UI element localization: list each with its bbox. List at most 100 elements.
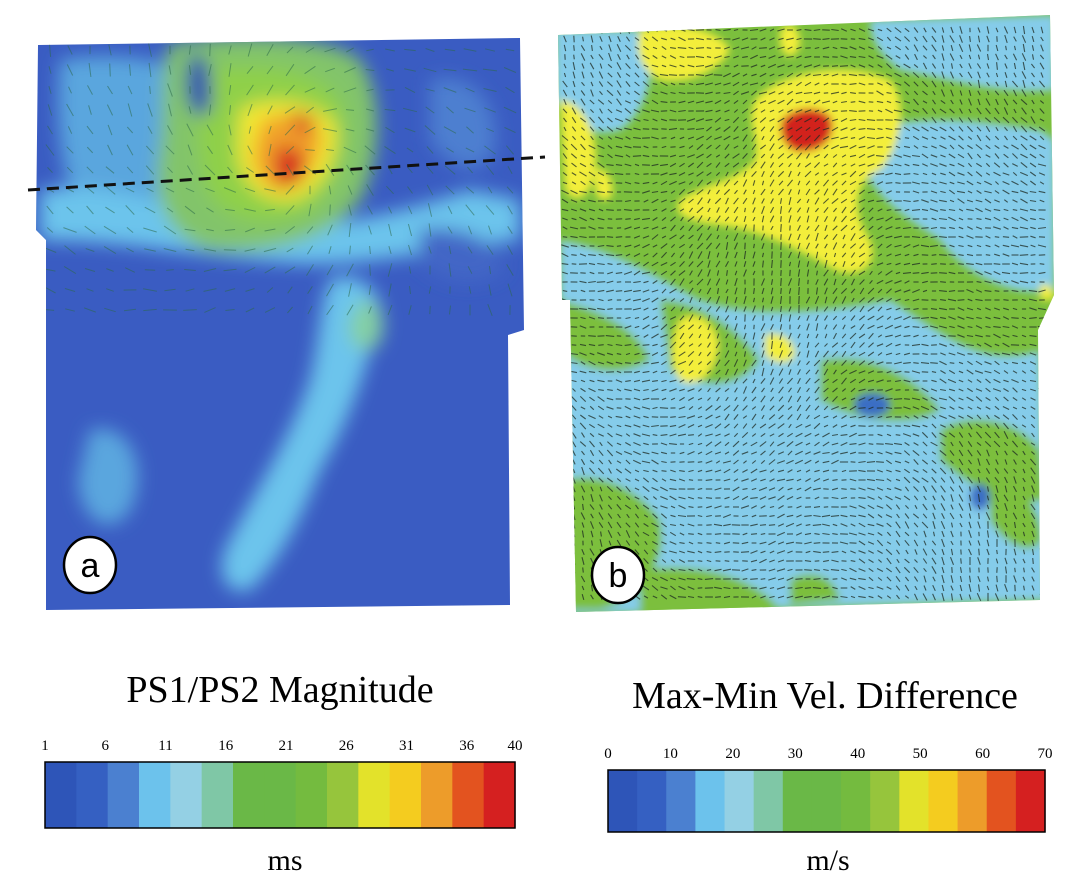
vector-tick [573,45,575,51]
vector-tick [949,486,955,492]
vector-tick [986,53,990,61]
vector-tick [859,297,865,303]
vector-tick [778,55,784,59]
vector-tick [814,162,820,168]
vector-tick [994,236,1000,238]
vector-tick [642,190,650,194]
vector-tick [886,297,892,303]
vector-tick [588,208,596,212]
vector-tick [677,360,687,366]
vector-tick [589,271,595,275]
vector-tick [660,243,668,249]
vector-tick [1012,209,1018,211]
vector-tick [651,136,659,140]
vector-tick [813,422,821,430]
vector-tick [895,566,901,574]
vector-tick [985,468,991,474]
vector-tick [444,165,456,175]
vector-tick [994,144,1000,150]
vector-tick [842,234,846,240]
vector-tick [265,165,275,175]
vector-tick [750,497,758,499]
vector-tick [679,251,685,259]
vector-tick [922,172,928,176]
vector-tick [841,172,847,176]
vector-tick [247,103,253,117]
vector-tick [328,185,332,195]
legend-b-swatch [811,770,842,832]
panel-b-label: b [609,557,628,595]
vector-tick [968,540,972,546]
vector-tick [365,69,375,71]
vector-tick [876,217,884,221]
vector-tick [912,163,920,167]
vector-tick [958,254,964,256]
vector-tick [805,188,811,196]
vector-tick [581,593,585,601]
vector-tick [689,379,693,383]
vector-tick [778,127,784,131]
vector-tick [404,48,416,52]
legend-a-swatch [452,762,485,828]
vector-tick [605,335,615,337]
vector-tick [1038,126,1046,132]
vector-tick [143,308,157,312]
vector-tick [761,414,765,420]
vector-tick [686,118,696,122]
vector-tick [885,407,893,409]
vector-tick [1029,458,1037,466]
vector-tick [886,557,892,565]
vector-tick [985,125,991,133]
vector-tick [848,532,858,536]
vector-tick [803,91,813,95]
legend-b-swatch [724,770,755,832]
vector-tick [1040,539,1044,547]
vector-tick [616,486,622,492]
vector-tick [797,189,801,195]
vector-tick [968,89,972,97]
vector-tick [725,279,729,285]
vector-tick [905,505,909,509]
vector-tick [849,577,857,581]
vector-tick [608,496,612,500]
vector-tick [1022,432,1026,438]
vector-tick [858,28,866,32]
vector-tick [598,154,604,158]
vector-tick [858,360,866,366]
vector-tick [670,352,676,356]
vector-tick [959,90,963,96]
vector-tick [813,451,821,455]
vector-tick [589,548,595,556]
vector-tick [777,170,785,178]
vector-tick [759,144,767,150]
vector-tick [580,199,586,203]
vector-tick [949,53,955,61]
vector-tick [660,180,668,186]
vector-tick [876,200,884,202]
vector-tick [624,145,632,149]
vector-tick [678,504,686,510]
vector-tick [308,203,312,217]
vector-tick [821,595,831,599]
vector-tick [670,523,676,527]
vector-tick [841,415,847,419]
legend-b-tick-label: 40 [850,746,865,762]
vector-tick [912,433,920,437]
vector-tick [1020,125,1028,133]
vector-tick [246,84,254,96]
vector-tick [758,91,768,95]
vector-tick [688,306,694,312]
vector-tick [598,370,604,374]
vector-tick [624,344,632,346]
vector-tick [616,424,622,428]
vector-tick [571,172,577,176]
vector-tick [48,66,52,74]
vector-tick [886,469,892,473]
vector-tick [597,172,605,176]
vector-tick [1011,352,1019,356]
vector-tick [203,248,217,252]
vector-tick [643,514,649,518]
vector-tick [660,586,668,590]
vector-tick [1022,61,1026,71]
vector-tick [669,443,677,445]
